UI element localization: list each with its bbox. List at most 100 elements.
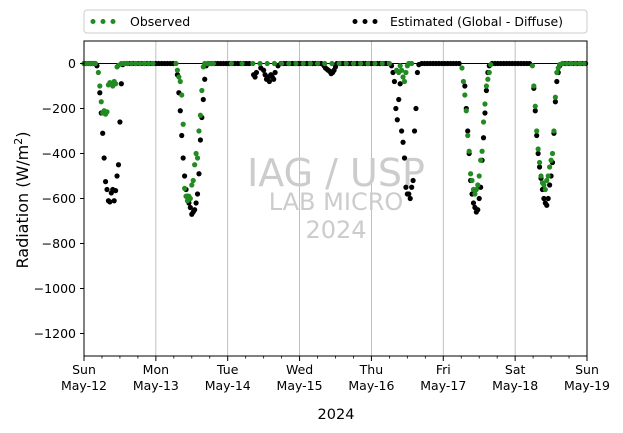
observed-point (176, 74, 182, 80)
estimated-point (393, 105, 399, 112)
y-tick-label: −200 (42, 101, 76, 116)
observed-point (141, 60, 147, 67)
estimated-point (118, 81, 124, 87)
observed-point (177, 78, 183, 85)
observed-point (479, 148, 485, 154)
observed-point (486, 69, 492, 76)
observed-point (536, 159, 543, 166)
x-tick-day: Sun (575, 362, 599, 377)
observed-point (95, 69, 101, 76)
observed-point (350, 60, 357, 67)
estimated-point (111, 198, 117, 204)
observed-point (300, 60, 306, 67)
observed-point (322, 60, 328, 67)
estimated-point (411, 128, 418, 134)
observed-point (577, 60, 583, 67)
observed-point (400, 74, 406, 80)
observed-point (473, 186, 479, 193)
estimated-point (194, 191, 201, 197)
observed-point (187, 195, 193, 202)
observed-point (483, 83, 489, 89)
observed-point (544, 177, 550, 184)
observed-point (250, 60, 256, 67)
observed-point (365, 60, 371, 67)
estimated-point (97, 90, 103, 96)
estimated-point (413, 105, 419, 112)
observed-point (174, 67, 181, 73)
y-axis-label: Radiation (W/m2) (12, 132, 32, 269)
estimated-point (534, 132, 540, 139)
estimated-point (101, 155, 107, 161)
observed-point (279, 60, 285, 67)
x-tick-day: Sun (72, 362, 96, 377)
observed-point (478, 157, 484, 163)
estimated-point (202, 76, 208, 82)
estimated-point (197, 137, 204, 143)
estimated-point (470, 200, 477, 206)
observed-point (150, 60, 156, 67)
estimated-point (414, 69, 421, 76)
estimated-point (476, 195, 482, 202)
x-tick-date: May-12 (61, 378, 107, 393)
estimated-point (182, 173, 188, 179)
observed-point (554, 69, 560, 76)
estimated-point (552, 99, 558, 105)
estimated-point (114, 173, 120, 179)
estimated-point (266, 78, 272, 85)
estimated-point (177, 108, 183, 114)
observed-point (329, 60, 335, 67)
x-tick-date: May-16 (348, 378, 394, 393)
estimated-point (410, 177, 416, 184)
observed-point (547, 164, 553, 170)
observed-point (173, 60, 179, 67)
observed-point (545, 173, 551, 179)
y-tick-label: 0 (68, 56, 76, 71)
estimated-point (400, 139, 406, 145)
observed-point (293, 60, 299, 67)
legend-marker-estimated (352, 19, 378, 24)
x-tick-date: May-18 (492, 378, 538, 393)
estimated-point (397, 81, 403, 87)
estimated-point (187, 204, 193, 211)
observed-point (314, 60, 321, 67)
estimated-point (406, 191, 412, 197)
observed-point (180, 121, 186, 127)
estimated-point (535, 150, 541, 157)
observed-point (467, 171, 474, 177)
legend-label-observed: Observed (130, 14, 190, 29)
observed-point (92, 60, 99, 67)
estimated-point (271, 76, 277, 82)
observed-point (475, 182, 481, 188)
estimated-point (117, 119, 123, 125)
observed-point (336, 60, 342, 67)
estimated-point (396, 96, 402, 103)
estimated-point (547, 182, 553, 188)
observed-point (581, 60, 587, 67)
estimated-point (192, 207, 198, 213)
estimated-point (456, 60, 462, 67)
observed-point (564, 60, 570, 67)
data-points (81, 60, 589, 217)
estimated-point (403, 184, 409, 190)
estimated-point (544, 202, 550, 208)
observed-point (196, 128, 202, 134)
observed-point (194, 155, 201, 161)
estimated-point (113, 188, 119, 194)
x-tick-date: May-13 (133, 378, 179, 393)
estimated-point (193, 200, 199, 206)
estimated-point (261, 67, 267, 73)
observed-point (488, 62, 494, 68)
x-tick-day: Thu (359, 362, 383, 377)
estimated-point (532, 108, 538, 114)
x-axis-label: 2024 (318, 407, 355, 423)
estimated-point (107, 199, 113, 205)
observed-point (480, 119, 487, 125)
observed-point (403, 69, 409, 76)
y-axis-ticks: 0 −200 −400 −600 −800 −1000 −1200 (34, 56, 84, 341)
estimated-point (541, 195, 547, 202)
observed-point (460, 78, 467, 85)
estimated-point (272, 69, 278, 76)
observed-point (257, 60, 263, 67)
observed-point (372, 60, 378, 67)
